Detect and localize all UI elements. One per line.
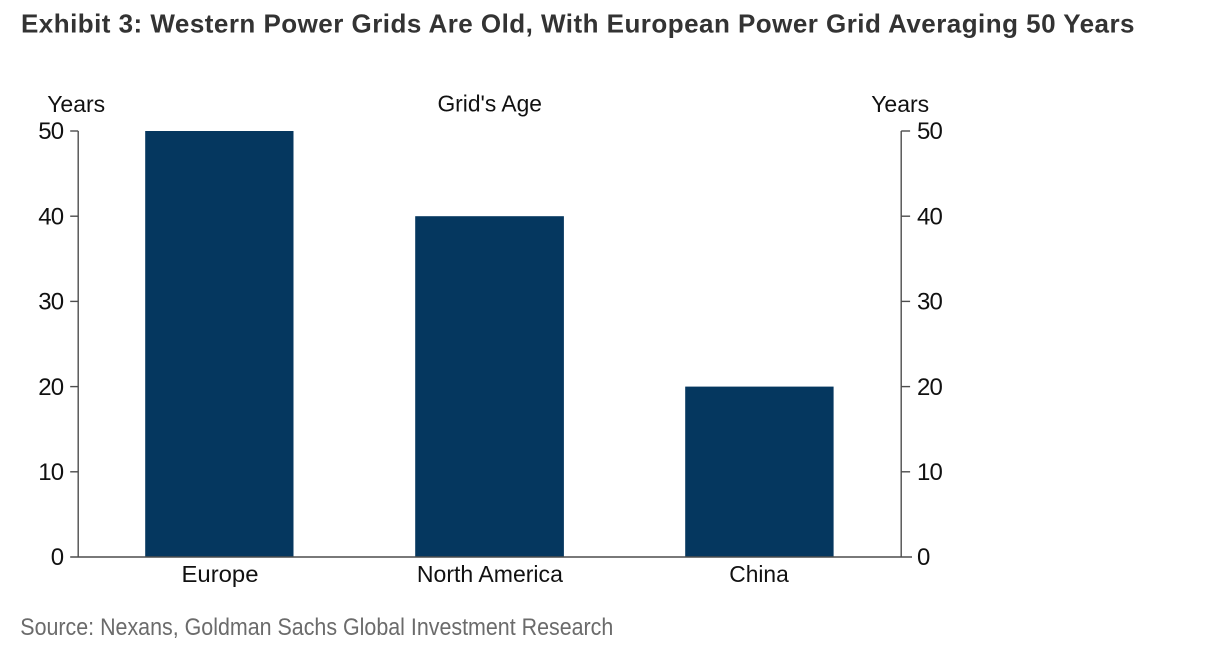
svg-text:10: 10 — [917, 459, 943, 486]
svg-text:Grid's Age: Grid's Age — [437, 91, 542, 117]
svg-text:30: 30 — [917, 289, 943, 316]
svg-text:30: 30 — [38, 289, 64, 316]
svg-text:20: 20 — [917, 374, 943, 401]
svg-text:China: China — [729, 561, 789, 587]
svg-text:20: 20 — [38, 374, 64, 401]
svg-text:50: 50 — [38, 118, 64, 145]
svg-text:0: 0 — [917, 544, 930, 571]
svg-text:Years: Years — [47, 91, 105, 117]
svg-text:40: 40 — [917, 203, 943, 230]
svg-text:50: 50 — [917, 118, 943, 145]
svg-text:Years: Years — [871, 91, 929, 117]
svg-text:Exhibit 3: Western Power Grids: Exhibit 3: Western Power Grids Are Old, … — [21, 9, 1135, 39]
svg-text:0: 0 — [51, 544, 64, 571]
svg-text:Source: Nexans, Goldman Sachs: Source: Nexans, Goldman Sachs Global Inv… — [20, 614, 613, 641]
svg-text:10: 10 — [38, 459, 64, 486]
svg-text:North America: North America — [417, 561, 563, 587]
svg-text:Europe: Europe — [182, 561, 259, 587]
svg-text:40: 40 — [38, 203, 64, 230]
